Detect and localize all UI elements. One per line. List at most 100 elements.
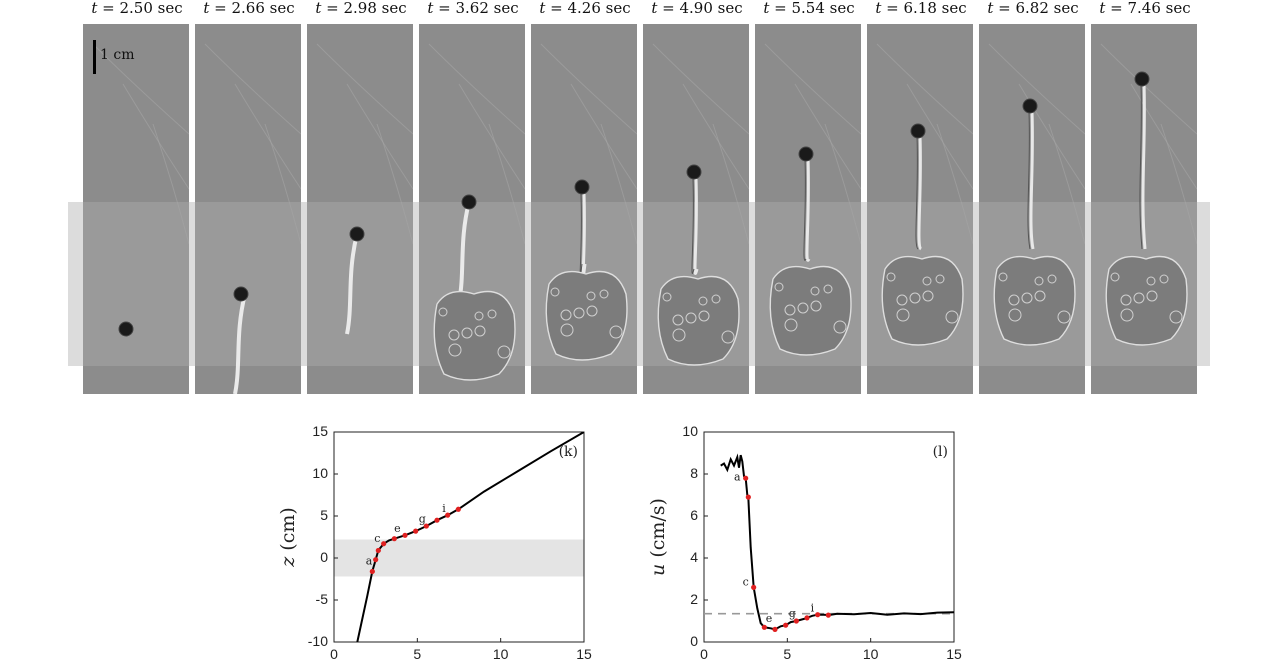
- streak: [906, 83, 973, 190]
- sphere: [1134, 71, 1150, 87]
- wake-trail: [345, 233, 359, 335]
- mixing-eddy: [1047, 274, 1057, 284]
- time-label: t = 2.50 sec: [91, 0, 183, 17]
- streak: [600, 123, 637, 245]
- image-frame: [867, 24, 973, 394]
- streak: [988, 43, 1085, 135]
- sphere: [686, 164, 702, 180]
- mixing-eddy: [560, 309, 572, 321]
- streak: [488, 123, 525, 245]
- mixing-eddy: [698, 296, 708, 306]
- plot-l: 0 2 4 6 8 10 0 5 10 15 a c e g i (l) u (cm/s): [640, 410, 970, 662]
- streak: [1048, 123, 1085, 245]
- frame-drawing: [540, 43, 637, 361]
- streak: [122, 83, 189, 190]
- streak: [316, 43, 413, 135]
- wake-edge: [579, 193, 583, 279]
- wake-trail: [805, 158, 811, 262]
- mixing-eddy: [1120, 308, 1134, 322]
- y-axis-symbol: u: [647, 564, 669, 576]
- y-tick-label: 2: [690, 591, 698, 607]
- streak: [204, 43, 301, 135]
- time-label: t = 2.66 sec: [203, 0, 295, 17]
- time-label: t = 4.90 sec: [651, 0, 743, 17]
- mixing-eddy: [1169, 310, 1183, 324]
- x-tick-label: 15: [946, 646, 962, 662]
- streak: [234, 83, 301, 190]
- image-frame: [307, 24, 413, 394]
- y-axis-label: u (cm/s): [647, 498, 669, 576]
- mixed-region: [1105, 255, 1188, 346]
- streak: [764, 43, 861, 135]
- point-annotation: c: [743, 575, 749, 588]
- x-tick-label: 5: [783, 646, 791, 662]
- data-marker: [381, 541, 387, 547]
- sphere: [798, 146, 814, 162]
- y-tick-label: 0: [690, 633, 698, 649]
- y-tick-label: 15: [312, 423, 328, 439]
- mixing-eddy: [784, 318, 798, 332]
- streak: [264, 123, 301, 245]
- mixing-eddy: [945, 310, 959, 324]
- plot-l-svg: 0 2 4 6 8 10 0 5 10 15 a c e g i (l) u (cm/s): [647, 423, 962, 662]
- frame-drawing: [204, 43, 301, 394]
- data-marker: [751, 584, 757, 590]
- mixing-eddy: [886, 272, 896, 282]
- data-marker: [793, 618, 799, 624]
- frame-drawing: [1100, 43, 1197, 346]
- streak: [458, 83, 525, 190]
- mixing-eddy: [487, 309, 497, 319]
- band-overlay: [195, 202, 301, 366]
- streak: [376, 123, 413, 245]
- data-marker: [369, 568, 375, 575]
- data-marker: [445, 512, 451, 518]
- y-axis-unit: (cm/s): [647, 498, 669, 564]
- mixing-eddy: [586, 305, 598, 317]
- plot-k-svg: -10 -5 0 5 10 15 0 5 10 15 ac e g i (k) z (cm): [277, 423, 592, 662]
- y-tick-label: 8: [690, 465, 698, 481]
- y-tick-label: -10: [308, 633, 328, 649]
- point-annotation: g: [789, 607, 796, 620]
- mixed-region: [769, 265, 852, 356]
- image-frame: [531, 24, 637, 394]
- mixed-region: [881, 255, 964, 346]
- data-marker: [743, 475, 749, 481]
- x-tick-label: 10: [863, 646, 879, 662]
- frame-drawing: [92, 43, 189, 337]
- time-label: t = 5.54 sec: [763, 0, 855, 17]
- image-frame: [1091, 24, 1197, 394]
- mixing-eddy: [922, 276, 932, 286]
- data-marker: [391, 536, 397, 542]
- data-marker: [745, 494, 751, 500]
- scale-bar: [93, 40, 96, 74]
- streak: [1160, 123, 1197, 245]
- mixing-eddy: [573, 307, 585, 319]
- mixing-eddy: [609, 325, 623, 339]
- data-marker: [373, 557, 379, 563]
- frame-drawing: [652, 43, 749, 366]
- time-labels-row: t = 2.50 sec t = 2.66 sec t = 2.98 sec t…: [0, 0, 1280, 22]
- mixed-region: [433, 290, 516, 381]
- y-tick-label: 4: [690, 549, 698, 565]
- mixing-eddy: [833, 320, 847, 334]
- wake-trail: [1141, 83, 1147, 250]
- sphere: [910, 123, 926, 139]
- mixing-eddy: [1034, 290, 1046, 302]
- plot-frame: [333, 431, 585, 643]
- time-label: t = 3.62 sec: [427, 0, 519, 17]
- mixed-region: [657, 275, 740, 366]
- frame-drawing: [876, 43, 973, 346]
- mixing-eddy: [685, 312, 697, 324]
- sphere: [461, 194, 477, 210]
- wake-edge: [691, 178, 695, 274]
- wake-edge: [1139, 83, 1143, 250]
- image-frame: [195, 24, 301, 394]
- streak: [92, 43, 189, 135]
- x-tick-label: 15: [576, 646, 592, 662]
- point-annotation: g: [419, 513, 426, 526]
- sphere: [574, 179, 590, 195]
- data-marker: [815, 612, 821, 618]
- streak: [346, 83, 413, 190]
- streak: [936, 123, 973, 245]
- wake-trail: [457, 201, 471, 303]
